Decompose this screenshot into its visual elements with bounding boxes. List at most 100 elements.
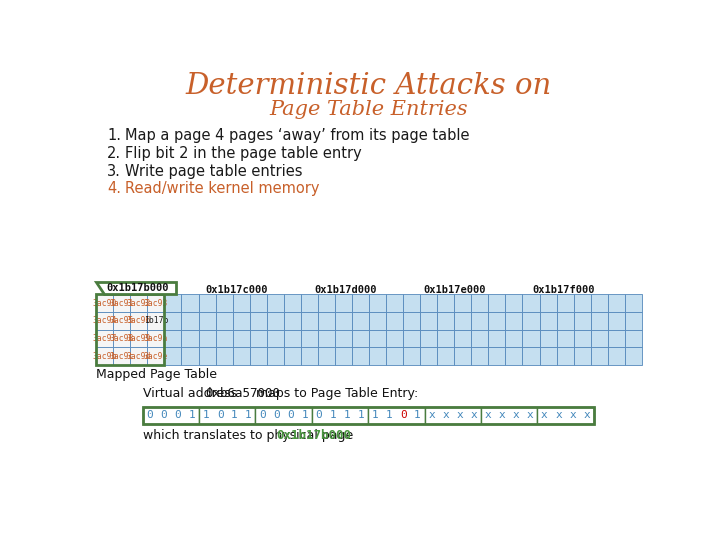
Bar: [403, 312, 420, 330]
Text: 3ac95: 3ac95: [109, 316, 134, 325]
Bar: [199, 330, 215, 347]
Bar: [164, 347, 181, 365]
Bar: [590, 330, 608, 347]
Text: 1: 1: [330, 410, 336, 420]
Bar: [488, 330, 505, 347]
Bar: [256, 407, 312, 423]
Bar: [454, 312, 472, 330]
Bar: [215, 330, 233, 347]
Text: x: x: [442, 410, 449, 420]
Bar: [574, 312, 590, 330]
Bar: [539, 347, 557, 365]
Bar: [420, 330, 437, 347]
Text: 0x1b17b000: 0x1b17b000: [276, 429, 351, 442]
Bar: [574, 330, 590, 347]
Bar: [215, 294, 233, 312]
Bar: [608, 347, 625, 365]
Text: Mapped Page Table: Mapped Page Table: [96, 368, 217, 381]
Bar: [369, 312, 386, 330]
Bar: [284, 312, 301, 330]
Bar: [369, 347, 386, 365]
Bar: [437, 330, 454, 347]
Text: 3ac9e: 3ac9e: [144, 352, 168, 361]
Text: Flip bit 2 in the page table entry: Flip bit 2 in the page table entry: [125, 146, 361, 161]
Bar: [488, 294, 505, 312]
Bar: [574, 294, 590, 312]
Bar: [481, 407, 537, 423]
Bar: [130, 294, 148, 312]
Bar: [539, 330, 557, 347]
Bar: [386, 347, 403, 365]
Text: 0: 0: [146, 410, 153, 420]
Bar: [250, 294, 266, 312]
Bar: [386, 330, 403, 347]
Text: maps to Page Table Entry:: maps to Page Table Entry:: [252, 387, 418, 400]
Bar: [318, 294, 335, 312]
Bar: [164, 330, 181, 347]
Bar: [368, 407, 425, 423]
Bar: [181, 294, 199, 312]
Bar: [488, 312, 505, 330]
Bar: [420, 312, 437, 330]
Text: 3.: 3.: [107, 164, 121, 179]
Text: Virtual address: Virtual address: [143, 387, 241, 400]
Text: 3ac91: 3ac91: [109, 299, 134, 308]
Bar: [425, 407, 481, 423]
Text: 0x1b17b000: 0x1b17b000: [107, 283, 169, 293]
Bar: [505, 294, 523, 312]
Text: 3ac90: 3ac90: [93, 299, 117, 308]
Bar: [454, 347, 472, 365]
Text: x: x: [499, 410, 505, 420]
Bar: [233, 330, 250, 347]
Bar: [488, 347, 505, 365]
Bar: [590, 294, 608, 312]
Bar: [505, 330, 523, 347]
Bar: [199, 294, 215, 312]
Bar: [148, 294, 164, 312]
Bar: [608, 330, 625, 347]
Bar: [318, 347, 335, 365]
Text: Write page table entries: Write page table entries: [125, 164, 302, 179]
Bar: [625, 312, 642, 330]
Bar: [625, 347, 642, 365]
Bar: [312, 407, 368, 423]
Text: 0: 0: [161, 410, 167, 420]
Bar: [148, 330, 164, 347]
Bar: [523, 312, 539, 330]
Bar: [335, 347, 352, 365]
Text: Read/write kernel memory: Read/write kernel memory: [125, 181, 320, 196]
Bar: [318, 312, 335, 330]
Bar: [215, 312, 233, 330]
Bar: [233, 312, 250, 330]
Bar: [557, 312, 574, 330]
Text: 0: 0: [217, 410, 224, 420]
Bar: [505, 312, 523, 330]
Bar: [335, 312, 352, 330]
Polygon shape: [96, 282, 176, 294]
Text: x: x: [527, 410, 534, 420]
Text: Page Table Entries: Page Table Entries: [270, 100, 468, 119]
Bar: [557, 330, 574, 347]
Bar: [523, 294, 539, 312]
Text: 1: 1: [203, 410, 210, 420]
Text: x: x: [471, 410, 477, 420]
Bar: [266, 347, 284, 365]
Text: 4.: 4.: [107, 181, 121, 196]
Text: 3ac9a: 3ac9a: [144, 334, 168, 343]
Bar: [199, 407, 256, 423]
Bar: [96, 330, 113, 347]
Bar: [148, 312, 164, 330]
Bar: [608, 312, 625, 330]
Bar: [608, 294, 625, 312]
Text: 3ac96: 3ac96: [127, 316, 151, 325]
Bar: [590, 312, 608, 330]
Bar: [318, 330, 335, 347]
Bar: [472, 294, 488, 312]
Bar: [199, 347, 215, 365]
Bar: [557, 294, 574, 312]
Text: 0: 0: [287, 410, 294, 420]
Text: 3ac94: 3ac94: [93, 316, 117, 325]
Bar: [250, 312, 266, 330]
Bar: [113, 330, 130, 347]
Text: 0x1b17c000: 0x1b17c000: [205, 286, 268, 295]
